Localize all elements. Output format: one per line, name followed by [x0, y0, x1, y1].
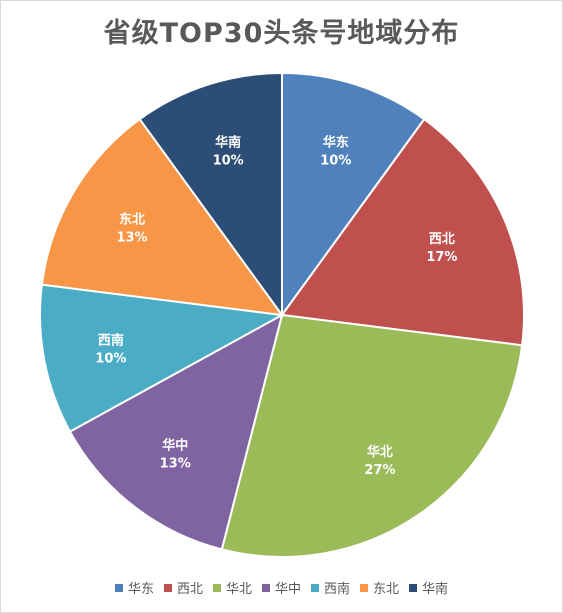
slice-category-label-1: 西北: [429, 232, 455, 247]
slice-category-label-0: 华东: [323, 134, 349, 150]
legend-item-5: 东北: [360, 578, 399, 597]
slice-category-label-2: 华北: [367, 444, 393, 460]
legend-item-6: 华南: [409, 578, 448, 597]
legend-label: 西南: [324, 582, 351, 597]
legend-item-1: 西北: [163, 578, 203, 597]
legend-label: 华中: [274, 582, 301, 597]
chart-title: 省级TOP30头条号地域分布: [103, 18, 460, 49]
slice-value-label-0: 10%: [320, 153, 351, 168]
slice-value-label-4: 10%: [95, 352, 126, 367]
slice-category-label-4: 西南: [98, 333, 124, 349]
pie-slice-0: [281, 71, 426, 319]
legend-item-3: 华中: [261, 578, 301, 597]
legend-label: 西北: [176, 582, 203, 597]
legend-item-2: 华北: [212, 578, 252, 597]
pie-slice-1: [280, 117, 525, 347]
legend-item-4: 西南: [311, 578, 350, 597]
slice-value-label-5: 13%: [116, 230, 147, 245]
legend-swatch: [360, 583, 369, 592]
legend-swatch: [261, 583, 270, 592]
legend-label: 华北: [225, 582, 252, 597]
pie-slice-4: [39, 283, 286, 433]
slice-category-label-5: 东北: [119, 211, 145, 227]
slice-category-label-6: 华南: [215, 134, 241, 150]
slice-value-label-3: 13%: [160, 457, 191, 472]
pie-slice-6: [138, 71, 283, 319]
legend-label: 华东: [127, 582, 154, 597]
slice-value-label-2: 27%: [364, 463, 395, 478]
legend-swatch: [409, 583, 418, 592]
slice-category-label-3: 华中: [162, 438, 188, 454]
slice-value-label-1: 17%: [426, 250, 457, 265]
slice-value-label-6: 10%: [213, 153, 244, 168]
pie-slice-5: [40, 117, 285, 317]
legend-label: 华南: [422, 582, 449, 597]
legend-swatch: [163, 583, 172, 592]
pie-slice-3: [68, 313, 284, 551]
legend-swatch: [311, 583, 319, 592]
legend-swatch: [212, 583, 221, 592]
pie-slice-2: [220, 313, 524, 558]
chart-legend: 华东 西北 华北 华中 西南 东北 华南: [1, 578, 562, 597]
pie-chart: 华东 10% 西北 17% 华北 27% 华中 13% 西南 10% 东北 13% 华南 10%: [39, 71, 525, 558]
legend-item-0: 华东: [114, 578, 154, 597]
legend-swatch: [114, 583, 123, 592]
legend-label: 东北: [373, 582, 400, 597]
